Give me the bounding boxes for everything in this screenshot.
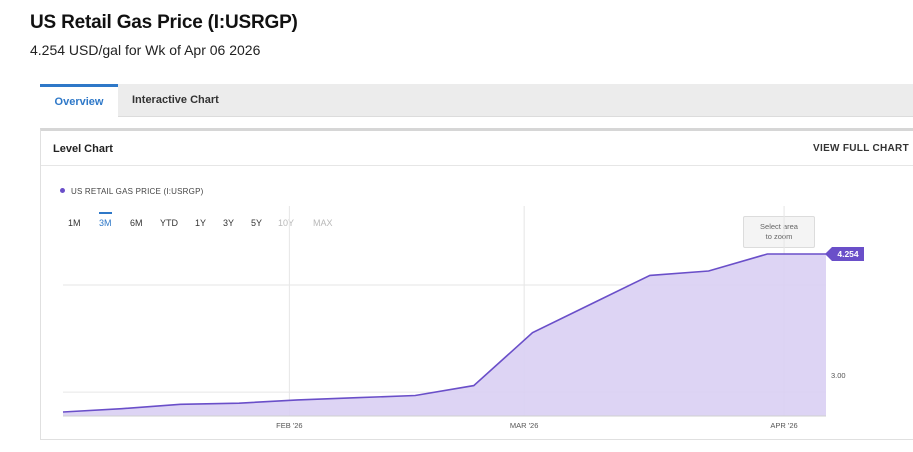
range-max: MAX — [313, 218, 333, 228]
chart-panel: Level Chart VIEW FULL CHART — [40, 128, 913, 440]
x-tick-label-2: APR '26 — [770, 421, 797, 430]
zoom-hint-line2: to zoom — [765, 232, 793, 241]
chart-legend: US RETAIL GAS PRICE (I:USRGP) — [60, 187, 204, 196]
range-5y[interactable]: 5Y — [251, 218, 263, 228]
range-1m[interactable]: 1M — [68, 218, 81, 228]
view-full-chart-link[interactable]: VIEW FULL CHART — [813, 143, 909, 154]
last-value-flag — [825, 247, 864, 261]
zoom-hint-line1: Select area — [760, 222, 798, 231]
tab-interactive-chart[interactable]: Interactive Chart — [132, 94, 219, 106]
tab-bar: Overview Interactive Chart — [40, 84, 913, 117]
range-3y[interactable]: 3Y — [223, 218, 235, 228]
series-area — [63, 254, 826, 416]
zoom-hint: Select area to zoom — [743, 216, 815, 248]
page-title: US Retail Gas Price (I:USRGP) — [30, 12, 298, 33]
range-3m[interactable]: 3M — [99, 212, 112, 228]
y-tick-label-0: 3.00 — [831, 371, 846, 380]
range-ytd[interactable]: YTD — [160, 218, 178, 228]
x-tick-label-0: FEB '26 — [276, 421, 302, 430]
panel-header: Level Chart VIEW FULL CHART — [41, 131, 913, 166]
range-6m[interactable]: 6M — [130, 218, 143, 228]
last-value-label: 4.254 — [837, 249, 859, 259]
panel-title: Level Chart — [53, 143, 113, 155]
range-1y[interactable]: 1Y — [195, 218, 207, 228]
x-tick-label-1: MAR '26 — [510, 421, 539, 430]
range-10y: 10Y — [278, 218, 295, 228]
series-line — [62, 253, 826, 413]
tab-overview[interactable]: Overview — [40, 84, 118, 117]
legend-dot-icon — [60, 188, 65, 194]
page-subtitle: 4.254 USD/gal for Wk of Apr 06 2026 — [30, 42, 261, 58]
legend-label: US RETAIL GAS PRICE (I:USRGP) — [71, 187, 204, 196]
